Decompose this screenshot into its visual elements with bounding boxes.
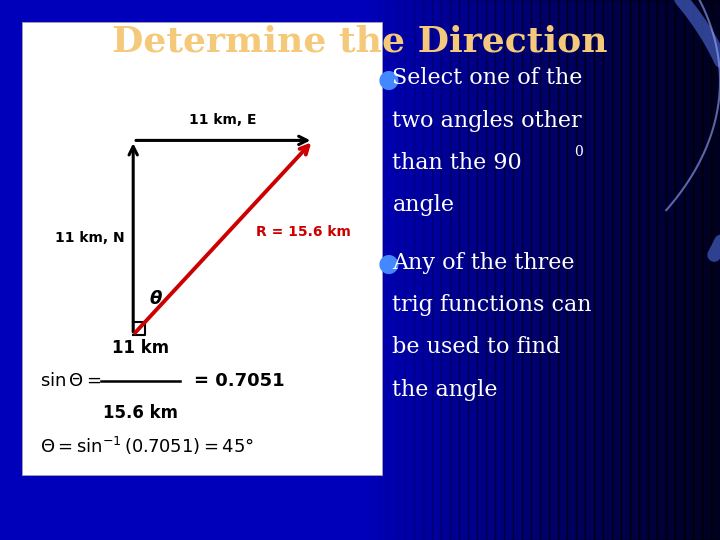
Bar: [666, 0, 675, 540]
Bar: [468, 0, 477, 540]
Bar: [441, 0, 450, 540]
Text: 11 km: 11 km: [112, 339, 169, 357]
Bar: [486, 0, 495, 540]
Text: ●: ●: [378, 68, 400, 91]
Text: Determine the Direction: Determine the Direction: [112, 24, 608, 58]
Bar: [711, 0, 720, 540]
Text: two angles other: two angles other: [392, 110, 582, 132]
Bar: [369, 0, 378, 540]
Bar: [693, 0, 702, 540]
Text: 11 km, E: 11 km, E: [189, 113, 257, 127]
Bar: [459, 0, 468, 540]
Bar: [576, 0, 585, 540]
Bar: [630, 0, 639, 540]
Bar: [603, 0, 612, 540]
Bar: [477, 0, 486, 540]
Bar: [378, 0, 387, 540]
Bar: [360, 0, 369, 540]
Text: than the 90: than the 90: [392, 152, 522, 174]
Bar: [621, 0, 630, 540]
Bar: [513, 0, 522, 540]
Bar: [585, 0, 594, 540]
Bar: [414, 0, 423, 540]
Text: $\Theta = \sin^{-1}(0.7051) = 45°$: $\Theta = \sin^{-1}(0.7051) = 45°$: [40, 435, 254, 456]
Bar: [594, 0, 603, 540]
Bar: [522, 0, 531, 540]
Bar: [567, 0, 576, 540]
Bar: [648, 0, 657, 540]
Bar: [22, 22, 382, 475]
Text: $\sin\Theta = $: $\sin\Theta = $: [40, 372, 101, 390]
Bar: [540, 0, 549, 540]
Bar: [450, 0, 459, 540]
Text: Any of the three: Any of the three: [392, 252, 575, 274]
Text: angle: angle: [392, 194, 454, 216]
Bar: [684, 0, 693, 540]
Bar: [423, 0, 432, 540]
Bar: [702, 0, 711, 540]
Bar: [558, 0, 567, 540]
Text: 11 km, N: 11 km, N: [55, 231, 125, 245]
Bar: [657, 0, 666, 540]
Text: Select one of the: Select one of the: [392, 68, 582, 90]
Text: trig functions can: trig functions can: [392, 294, 592, 316]
Bar: [675, 0, 684, 540]
Text: 15.6 km: 15.6 km: [103, 404, 178, 422]
Bar: [549, 0, 558, 540]
Bar: [639, 0, 648, 540]
Text: 0: 0: [575, 145, 583, 159]
Bar: [396, 0, 405, 540]
Bar: [531, 0, 540, 540]
Bar: [504, 0, 513, 540]
Bar: [612, 0, 621, 540]
Bar: [387, 0, 396, 540]
Text: θ: θ: [149, 290, 161, 308]
Text: R = 15.6 km: R = 15.6 km: [256, 225, 351, 239]
Bar: [405, 0, 414, 540]
Text: = 0.7051: = 0.7051: [194, 372, 285, 390]
Text: ●: ●: [378, 252, 400, 276]
Text: the angle: the angle: [392, 379, 498, 401]
Bar: [495, 0, 504, 540]
Text: be used to find: be used to find: [392, 336, 561, 359]
Bar: [432, 0, 441, 540]
